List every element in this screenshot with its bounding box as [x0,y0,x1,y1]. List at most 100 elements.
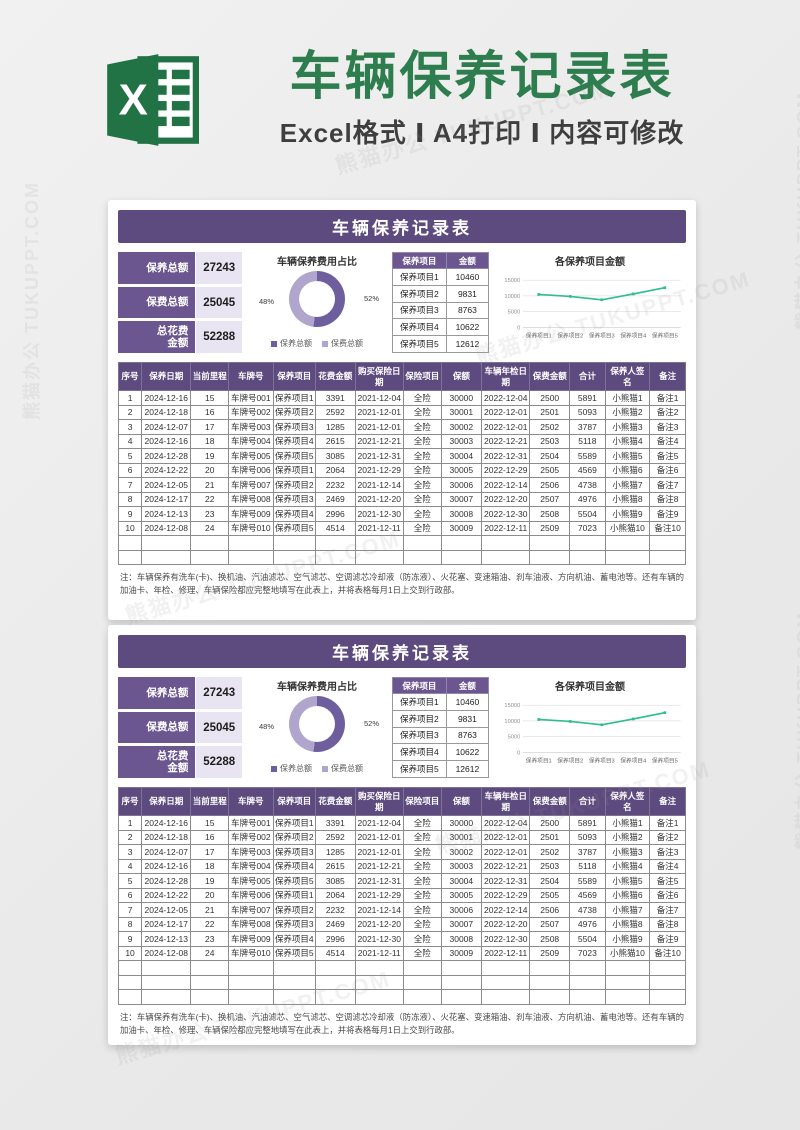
table-cell [354,549,404,565]
table-cell [314,974,356,990]
page-header: X 车辆保养记录表 Excel格式 Ⅰ A4打印 Ⅰ 内容可修改 [95,50,715,150]
table-cell: 2024-12-28 [141,873,192,889]
table-cell: 2503 [529,858,571,874]
table-cell: 2506 [529,477,571,493]
table-cell: 8 [117,491,143,507]
table-cell: 车牌号001 [228,815,274,831]
table-cell: 保养项目2 [272,902,316,918]
table-cell: 车牌号005 [228,873,274,889]
table-cell: 2022-12-11 [481,520,531,536]
table-cell: 全险 [402,419,442,435]
table-cell [481,974,531,990]
table-cell: 全险 [402,858,442,874]
table-cell: 全险 [402,462,442,478]
svg-text:保养项目2: 保养项目2 [557,756,583,764]
table-cell [529,960,571,976]
table-cell: 30000 [440,390,483,406]
column-header: 车辆年检日期 [481,362,531,391]
table-cell: 5118 [569,858,606,874]
table-cell: 2021-12-29 [354,462,404,478]
table-cell: 2024-12-07 [141,419,192,435]
stat-label: 总花费 金额 [118,321,196,354]
table-cell: 2021-12-21 [354,858,404,874]
table-cell: 4 [117,433,143,449]
column-header: 车牌号 [228,787,274,816]
table-cell: 16 [190,404,230,420]
table-cell: 全险 [402,815,442,831]
table-cell: 30002 [440,419,483,435]
sheet-title-bar: 车辆保养记录表 [118,635,686,668]
table-cell: 9831 [445,709,490,728]
table-cell: 2024-12-17 [141,916,192,932]
donut-left-label: 48% [259,722,275,731]
table-cell: 小熊猫10 [604,945,651,961]
table-cell: 保养项目1 [272,887,316,903]
table-cell: 保养项目4 [392,743,447,762]
table-cell: 5118 [569,433,606,449]
table-cell: 4976 [569,491,606,507]
footnote: 注：车辆保养有洗车(卡)、换机油、汽油滤芯、空气滤芯、空调滤芯冷却液（防冻液）、… [120,1011,684,1035]
table-cell: 小熊猫1 [604,815,651,831]
table-cell: 5504 [569,931,606,947]
table-cell: 全险 [402,448,442,464]
table-cell: 全险 [402,887,442,903]
table-cell: 全险 [402,506,442,522]
table-cell: 全险 [402,433,442,449]
table-cell [569,989,606,1005]
table-cell: 2024-12-16 [141,858,192,874]
table-cell: 1285 [314,844,356,860]
table-row: 2 2024-12-18 16 车牌号002 保养项目2 2592 2021-12-01 全险… [117,829,686,845]
table-row: 5 2024-12-28 19 车牌号005 保养项目5 3085 2021-12-31 全险… [117,448,686,464]
table-cell: 16 [190,829,230,845]
table-cell: 12612 [445,335,490,353]
table-cell: 10622 [445,743,490,762]
table-cell: 2022-12-01 [481,419,531,435]
table-cell [481,549,531,565]
table-cell: 备注3 [649,844,686,860]
table-cell: 5093 [569,829,606,845]
column-header: 保养日期 [141,787,192,816]
table-cell: 车牌号003 [228,844,274,860]
table-cell [272,549,316,565]
maintenance-items-table: 保养项目 金额 保养项目1 10460 保养项目2 9831 保养项目3 8763 保养项目… [392,677,490,778]
stat-premium-total: 保费总额 25045 [118,711,242,744]
table-cell: 1 [117,390,143,406]
table-row: 6 2024-12-22 20 车牌号006 保养项目1 2064 2021-12-29 全险… [117,462,686,478]
table-row: 1 2024-12-16 15 车牌号001 保养项目1 3391 2021-12-04 全险… [117,390,686,406]
table-cell: 保养项目2 [392,709,447,728]
empty-table-row [117,974,686,990]
table-cell: 2502 [529,419,571,435]
table-cell: 2469 [314,491,356,507]
table-cell: 22 [190,916,230,932]
donut-left-label: 48% [259,297,275,306]
table-cell: 2064 [314,462,356,478]
line-chart-panel: 各保养项目金额 0 5000 10000 15000 保养项目1 保养项目2 保养项目3 保养… [494,677,686,778]
table-cell: 5 [117,873,143,889]
table-cell: 10460 [445,268,490,286]
legend-item: 保费总额 [322,763,363,774]
table-cell: 2504 [529,873,571,889]
table-cell: 18 [190,433,230,449]
table-row: 保养项目5 12612 [392,335,490,353]
watermark-text: 熊猫办公 TUKUPPT.COM [794,611,800,850]
table-cell [354,989,404,1005]
table-cell [190,989,230,1005]
table-cell: 小熊猫6 [604,887,651,903]
column-header: 车辆年检日期 [481,787,531,816]
stat-value: 25045 [196,286,242,319]
column-header: 购买保险日期 [354,362,404,391]
table-cell: 保养项目1 [272,462,316,478]
table-cell: 车牌号007 [228,902,274,918]
donut-chart-title: 车辆保养费用占比 [277,257,357,268]
table-cell: 4738 [569,902,606,918]
svg-text:保养项目5: 保养项目5 [652,756,678,764]
column-header: 保费金额 [529,787,571,816]
table-cell: 小熊猫5 [604,873,651,889]
column-header: 保养人签名 [604,787,651,816]
table-cell: 3 [117,844,143,860]
main-table-body: 1 2024-12-16 15 车牌号001 保养项目1 3391 2021-12-04 全险… [117,815,686,1005]
table-cell: 2024-12-18 [141,404,192,420]
sheet-card-2: 车辆保养记录表 保养总额 27243 保费总额 25045 总花费 金额 522… [108,625,696,1045]
table-row: 2 2024-12-18 16 车牌号002 保养项目2 2592 2021-12-01 全险… [117,404,686,420]
table-cell: 2024-12-16 [141,390,192,406]
